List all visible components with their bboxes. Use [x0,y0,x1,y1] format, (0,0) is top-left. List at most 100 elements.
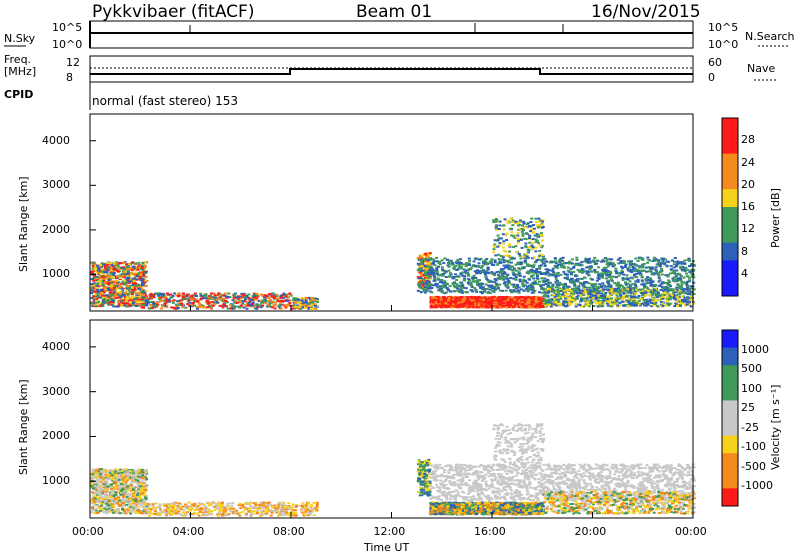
power-cell [519,261,523,264]
power-cell [104,274,108,277]
power-cell [561,256,565,259]
power-cell [137,261,141,264]
power-cell [97,275,101,278]
power-cell [489,260,493,263]
power-cell [647,270,651,273]
power-cell [554,260,557,263]
power-cell [465,262,468,265]
power-cell [488,261,492,264]
power-cell [550,261,554,264]
power-cell [454,273,457,276]
power-cell [479,290,483,293]
power-cell [518,299,522,302]
power-cell [110,280,114,283]
power-cell [539,305,543,308]
power-cell [478,300,482,303]
power-cell [196,300,199,303]
power-cell [590,301,594,304]
power-cell [133,301,137,303]
power-cell [600,260,604,263]
power-cell [129,280,133,283]
power-cell [131,304,134,307]
power-cell [473,297,477,300]
power-cell [99,293,103,296]
power-cell [239,301,243,303]
power-cell [471,290,475,293]
power-cell [457,275,461,278]
power-cell [419,281,423,284]
power-cell [111,301,115,304]
power-cell [202,295,206,297]
power-cell [480,288,484,290]
power-cell [300,299,304,302]
power-cell [275,293,279,296]
power-cell [150,304,154,306]
power-cell [461,303,465,306]
power-cell [661,281,665,284]
power-cell [165,304,169,307]
power-cell [490,272,494,275]
power-cell [679,265,683,268]
power-cell [593,269,597,272]
power-cell [610,258,614,261]
power-cell [498,296,501,298]
power-cell [591,278,595,281]
power-cell [677,261,681,264]
power-cell [629,269,633,271]
power-cell [609,288,613,291]
power-cell [430,267,434,270]
power-cell [145,300,149,303]
power-cell [504,297,508,300]
power-cell [458,291,462,294]
power-cell [668,280,672,283]
power-cell [435,272,439,275]
power-cell [96,288,100,291]
power-cell [640,288,644,291]
power-cell [197,302,201,305]
power-cell [560,303,563,306]
power-cell [202,297,206,300]
power-cell [484,283,488,286]
power-cell [649,270,653,273]
power-cell [579,277,583,280]
power-cell [237,297,241,300]
power-cell [655,270,659,273]
power-cell [656,259,660,262]
power-cell [452,298,456,301]
power-cell [251,303,254,305]
power-cell [180,294,184,297]
power-cell [543,263,547,266]
power-cell [248,300,252,303]
power-cell [498,297,502,300]
power-cell [258,304,262,307]
power-cell [443,292,447,295]
power-cell [181,297,185,300]
power-cell [541,272,545,275]
power-cell [494,279,498,282]
power-cell [187,298,191,301]
power-cell [497,262,501,265]
power-cell [680,283,684,286]
power-cell [266,305,270,308]
power-cell [638,265,642,268]
power-cell [502,298,506,301]
power-cell [580,261,584,263]
power-cell [690,264,693,267]
power-cell [657,260,661,263]
power-cell [606,265,610,268]
power-cell [599,284,603,287]
power-cell [129,289,132,292]
power-cell [99,272,103,275]
power-cell [97,267,101,270]
power-cell [249,299,253,302]
power-cell [563,285,567,288]
power-cell [137,288,141,291]
power-cell [429,306,433,309]
power-cell [125,305,129,308]
power-cell [530,286,534,289]
power-cell [279,297,283,299]
power-cell [609,302,612,305]
power-cell [633,288,637,291]
power-cell [433,264,437,266]
